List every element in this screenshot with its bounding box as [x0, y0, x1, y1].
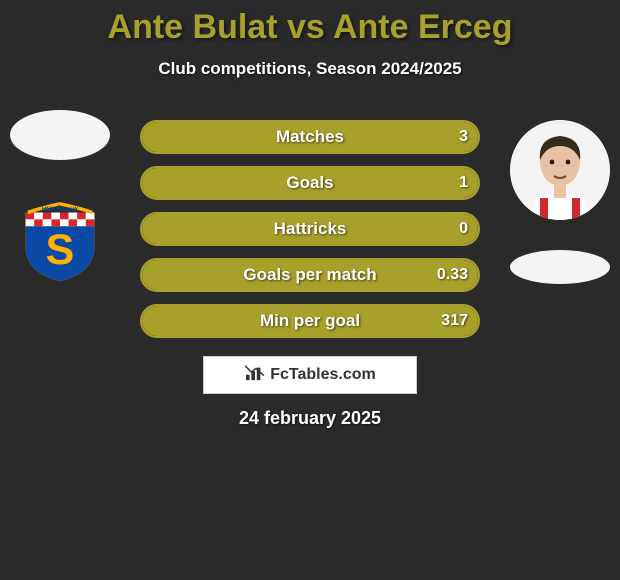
stat-right-value: 0	[459, 220, 468, 238]
stat-row-hattricks: Hattricks 0	[140, 212, 480, 246]
stat-right-value: 0.33	[437, 266, 468, 284]
page-title: Ante Bulat vs Ante Erceg	[0, 0, 620, 47]
stat-right-value: 1	[459, 174, 468, 192]
stat-label: Hattricks	[274, 219, 347, 239]
player-right-avatar	[510, 120, 610, 220]
club-badge-text: HNK Šibenik	[42, 205, 79, 213]
player-left-avatar-placeholder	[10, 110, 110, 160]
brand-text: FcTables.com	[270, 366, 376, 384]
club-badge-sibenik: S HNK Šibenik	[17, 197, 103, 283]
svg-text:S: S	[46, 226, 75, 274]
stat-label: Matches	[276, 127, 344, 147]
stat-row-matches: Matches 3	[140, 120, 480, 154]
checker	[26, 212, 95, 226]
player-right-club-placeholder	[510, 250, 610, 284]
stat-row-goals-per-match: Goals per match 0.33	[140, 258, 480, 292]
player-right-column	[510, 120, 610, 284]
stat-row-min-per-goal: Min per goal 317	[140, 304, 480, 338]
stat-row-goals: Goals 1	[140, 166, 480, 200]
bar-chart-icon	[244, 364, 266, 387]
stat-right-value: 317	[441, 312, 468, 330]
stats-container: Matches 3 Goals 1 Hattricks 0 Goals per …	[140, 120, 480, 338]
player-left-column: S HNK Šibenik	[10, 110, 110, 290]
stat-label: Goals	[286, 173, 333, 193]
stat-right-value: 3	[459, 128, 468, 146]
player-left-club-badge: S HNK Šibenik	[10, 190, 110, 290]
stat-label: Min per goal	[260, 311, 360, 331]
footer-date: 24 february 2025	[0, 408, 620, 429]
page-subtitle: Club competitions, Season 2024/2025	[0, 59, 620, 79]
stat-label: Goals per match	[243, 265, 376, 285]
brand-box[interactable]: FcTables.com	[203, 356, 417, 394]
